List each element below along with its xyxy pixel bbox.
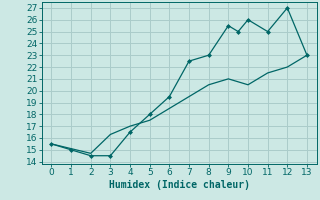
X-axis label: Humidex (Indice chaleur): Humidex (Indice chaleur) bbox=[109, 180, 250, 190]
